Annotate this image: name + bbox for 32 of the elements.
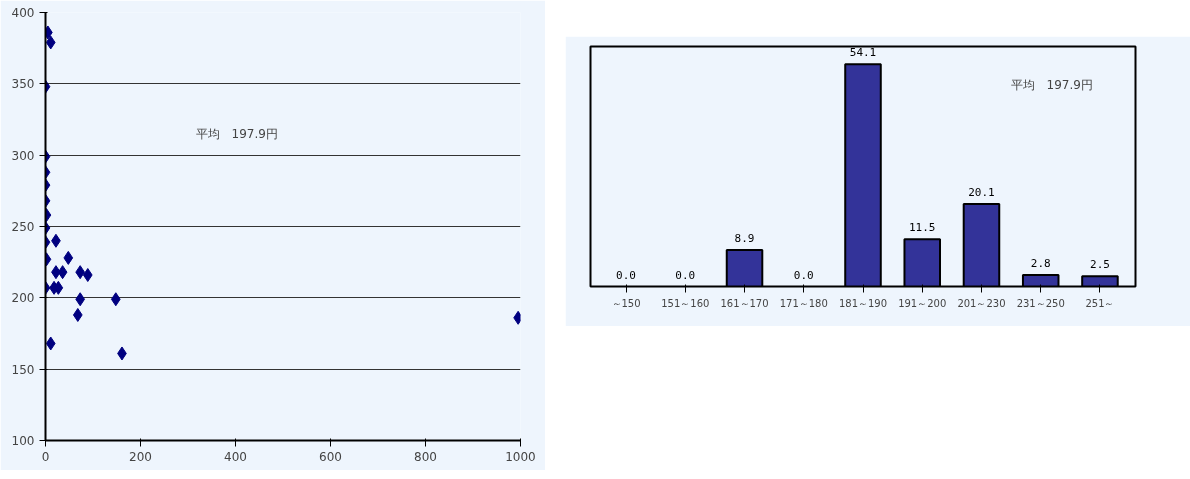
data-label: 2.8 <box>1030 257 1051 270</box>
data-label: 11.5 <box>908 221 936 235</box>
x-tick-label: 151～160 <box>661 297 710 309</box>
x-tick-label: 1000 <box>505 449 536 464</box>
y-tick-label: 150 <box>11 362 35 377</box>
y-tick-label: 250 <box>11 220 35 234</box>
y-tick-label: 400 <box>11 6 35 20</box>
annotation: 平均 197.9円 <box>1010 77 1093 92</box>
data-label: 0.0 <box>793 268 814 282</box>
x-tick-label: 400 <box>224 449 247 464</box>
x-tick-label: 161～170 <box>720 297 769 309</box>
data-label: 0.0 <box>675 268 696 282</box>
y-tick-label: 300 <box>11 148 35 163</box>
x-tick-label: ～150 <box>611 297 641 309</box>
x-tick-label: 251～ <box>1085 297 1115 309</box>
annotation: 平均 197.9円 <box>195 126 278 141</box>
x-tick-label: 200 <box>129 449 152 464</box>
x-tick-label: 181～190 <box>838 297 888 309</box>
x-tick-label: 171～180 <box>779 297 828 309</box>
y-tick-label: 100 <box>11 434 35 448</box>
data-label: 54.1 <box>849 46 877 60</box>
x-tick-label: 0 <box>41 449 50 464</box>
data-label: 2.5 <box>1090 258 1110 272</box>
x-tick-label: 600 <box>319 449 342 464</box>
x-tick-label: 231～250 <box>1016 297 1065 309</box>
x-tick-label: 201～230 <box>957 297 1006 309</box>
data-label: 20.1 <box>968 185 995 199</box>
x-tick-label: 800 <box>414 449 437 464</box>
data-label: 0.0 <box>616 268 636 282</box>
data-label: 8.9 <box>734 231 755 245</box>
y-tick-label: 350 <box>11 77 35 92</box>
x-tick-label: 191～200 <box>898 297 947 309</box>
